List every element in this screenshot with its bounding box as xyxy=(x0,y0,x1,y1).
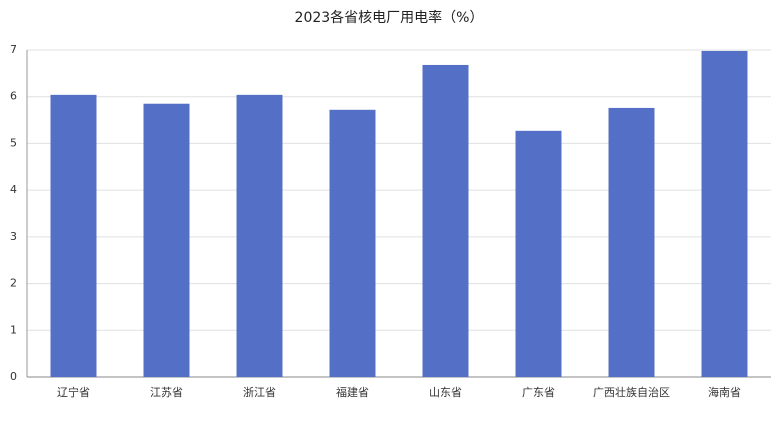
y-tick-label: 6 xyxy=(10,90,17,103)
y-tick-label: 1 xyxy=(10,323,17,336)
bar xyxy=(701,50,748,377)
bar xyxy=(422,64,469,377)
x-tick-label: 山东省 xyxy=(429,386,462,399)
y-tick-label: 2 xyxy=(10,277,17,290)
bar xyxy=(236,94,283,378)
bar xyxy=(50,94,97,378)
bar xyxy=(608,107,655,377)
y-tick-label: 5 xyxy=(10,136,17,149)
y-tick-label: 3 xyxy=(10,230,17,243)
bar xyxy=(143,103,190,377)
x-tick-label: 浙江省 xyxy=(243,386,276,399)
x-tick-label: 辽宁省 xyxy=(57,385,90,399)
bar xyxy=(329,109,376,378)
y-tick-label: 7 xyxy=(10,43,17,56)
chart-title: 2023各省核电厂用电率（%） xyxy=(295,9,484,26)
x-tick-label: 广东省 xyxy=(522,386,555,399)
x-tick-label: 海南省 xyxy=(708,385,741,399)
y-tick-label: 0 xyxy=(10,370,17,383)
x-tick-label: 江苏省 xyxy=(150,386,183,399)
bar xyxy=(515,130,562,377)
y-tick-label: 4 xyxy=(10,183,17,196)
x-tick-label: 福建省 xyxy=(336,385,369,399)
x-tick-label: 广西壮族自治区 xyxy=(593,385,670,399)
